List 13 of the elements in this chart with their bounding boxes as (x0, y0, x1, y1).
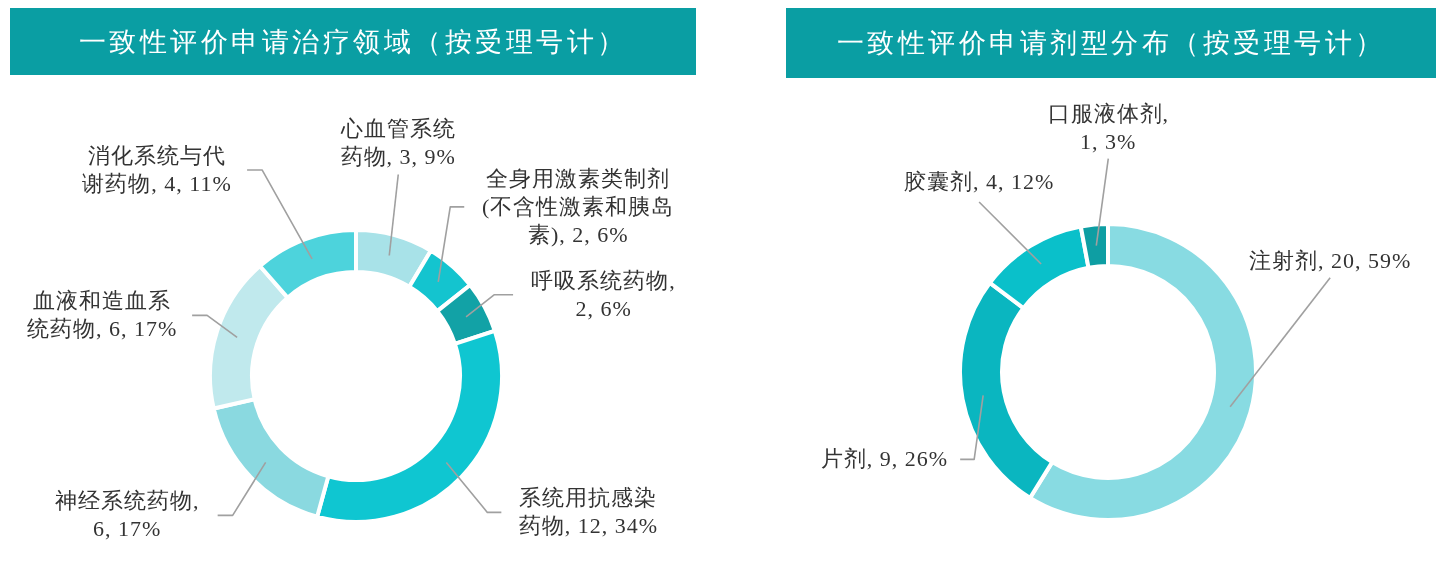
slice-label: 注射剂, 20, 59% (1248, 246, 1412, 275)
slice-label: 系统用抗感染药物, 12, 34% (517, 484, 659, 541)
slice-label: 神经系统药物, 6, 17% (53, 487, 201, 544)
chart-title: 一致性评价申请治疗领域（按受理号计） (78, 25, 628, 59)
slice-label: 消化系统与代谢药物, 4, 11% (81, 141, 233, 198)
slice-label: 心血管系统药物, 3, 9% (339, 114, 457, 171)
chart-title: 一致性评价申请剂型分布（按受理号计） (836, 27, 1386, 60)
slice-label: 呼吸系统药物, 2, 6% (530, 266, 677, 323)
slice-label: 全身用激素类制剂(不含性激素和胰岛素), 2, 6% (481, 164, 676, 249)
slice-label: 胶囊剂, 4, 12% (903, 168, 1055, 196)
slice-label: 血液和造血系统药物, 6, 17% (25, 287, 179, 344)
slice-label: 口服液体剂, 1, 3% (1046, 99, 1171, 156)
slice-label: 片剂, 9, 26% (820, 445, 949, 474)
